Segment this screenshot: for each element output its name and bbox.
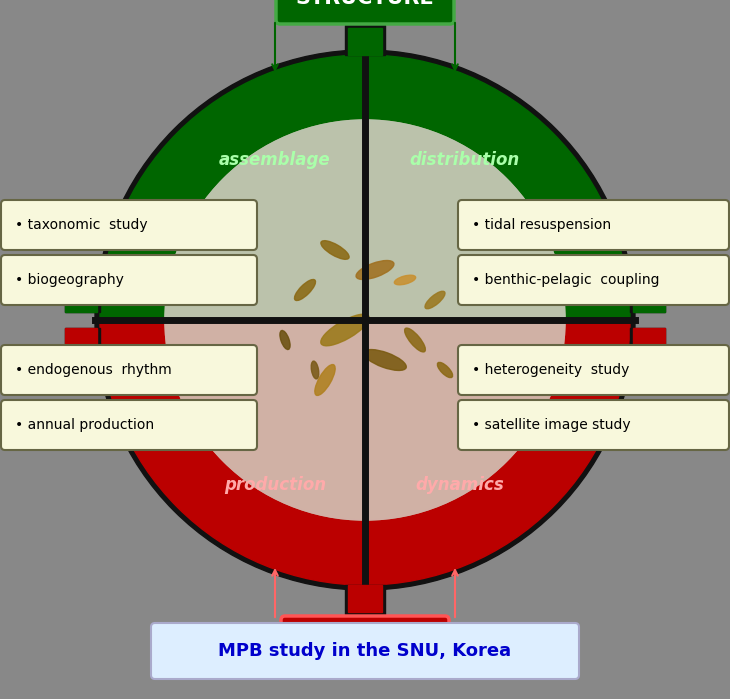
Ellipse shape bbox=[315, 365, 335, 396]
Ellipse shape bbox=[425, 291, 445, 309]
Text: assemblage: assemblage bbox=[219, 151, 331, 169]
FancyBboxPatch shape bbox=[281, 616, 449, 666]
Text: • endogenous  rhythm: • endogenous rhythm bbox=[15, 363, 172, 377]
Text: • tidal resuspension: • tidal resuspension bbox=[472, 218, 611, 232]
Ellipse shape bbox=[321, 240, 349, 259]
Ellipse shape bbox=[320, 314, 369, 346]
FancyBboxPatch shape bbox=[633, 328, 665, 368]
FancyBboxPatch shape bbox=[1, 400, 257, 450]
Text: • heterogeneity  study: • heterogeneity study bbox=[472, 363, 629, 377]
Circle shape bbox=[95, 50, 635, 590]
Ellipse shape bbox=[356, 261, 394, 280]
FancyBboxPatch shape bbox=[276, 0, 454, 24]
FancyBboxPatch shape bbox=[630, 272, 665, 312]
FancyBboxPatch shape bbox=[630, 328, 665, 368]
Wedge shape bbox=[165, 320, 565, 520]
Text: • biogeography: • biogeography bbox=[15, 273, 124, 287]
FancyBboxPatch shape bbox=[348, 28, 382, 55]
FancyBboxPatch shape bbox=[1, 200, 257, 250]
Ellipse shape bbox=[404, 328, 426, 352]
Text: dynamics: dynamics bbox=[415, 476, 504, 494]
Ellipse shape bbox=[437, 362, 453, 377]
FancyBboxPatch shape bbox=[345, 585, 385, 615]
FancyBboxPatch shape bbox=[65, 328, 97, 368]
FancyBboxPatch shape bbox=[345, 25, 385, 55]
FancyBboxPatch shape bbox=[151, 623, 579, 679]
FancyBboxPatch shape bbox=[348, 585, 382, 612]
FancyBboxPatch shape bbox=[1, 345, 257, 395]
FancyBboxPatch shape bbox=[458, 400, 729, 450]
Text: production: production bbox=[224, 476, 326, 494]
Wedge shape bbox=[165, 120, 565, 320]
Text: FUNCTION: FUNCTION bbox=[304, 631, 426, 651]
FancyBboxPatch shape bbox=[458, 345, 729, 395]
Ellipse shape bbox=[394, 275, 415, 284]
FancyBboxPatch shape bbox=[458, 255, 729, 305]
FancyBboxPatch shape bbox=[65, 272, 100, 312]
Text: • benthic-pelagic  coupling: • benthic-pelagic coupling bbox=[472, 273, 659, 287]
FancyBboxPatch shape bbox=[1, 255, 257, 305]
Ellipse shape bbox=[294, 280, 315, 301]
Text: MPB study in the SNU, Korea: MPB study in the SNU, Korea bbox=[218, 642, 512, 660]
Text: STRUCTURE: STRUCTURE bbox=[296, 0, 434, 8]
Ellipse shape bbox=[311, 361, 319, 379]
Text: • annual production: • annual production bbox=[15, 418, 154, 432]
Text: • satellite image study: • satellite image study bbox=[472, 418, 631, 432]
Wedge shape bbox=[100, 55, 630, 320]
FancyBboxPatch shape bbox=[65, 328, 100, 368]
FancyBboxPatch shape bbox=[633, 272, 665, 312]
Text: • taxonomic  study: • taxonomic study bbox=[15, 218, 147, 232]
FancyBboxPatch shape bbox=[65, 272, 97, 312]
Ellipse shape bbox=[364, 350, 407, 370]
Circle shape bbox=[165, 120, 565, 520]
Wedge shape bbox=[100, 320, 630, 585]
FancyBboxPatch shape bbox=[458, 200, 729, 250]
Ellipse shape bbox=[280, 331, 290, 350]
Text: distribution: distribution bbox=[410, 151, 520, 169]
